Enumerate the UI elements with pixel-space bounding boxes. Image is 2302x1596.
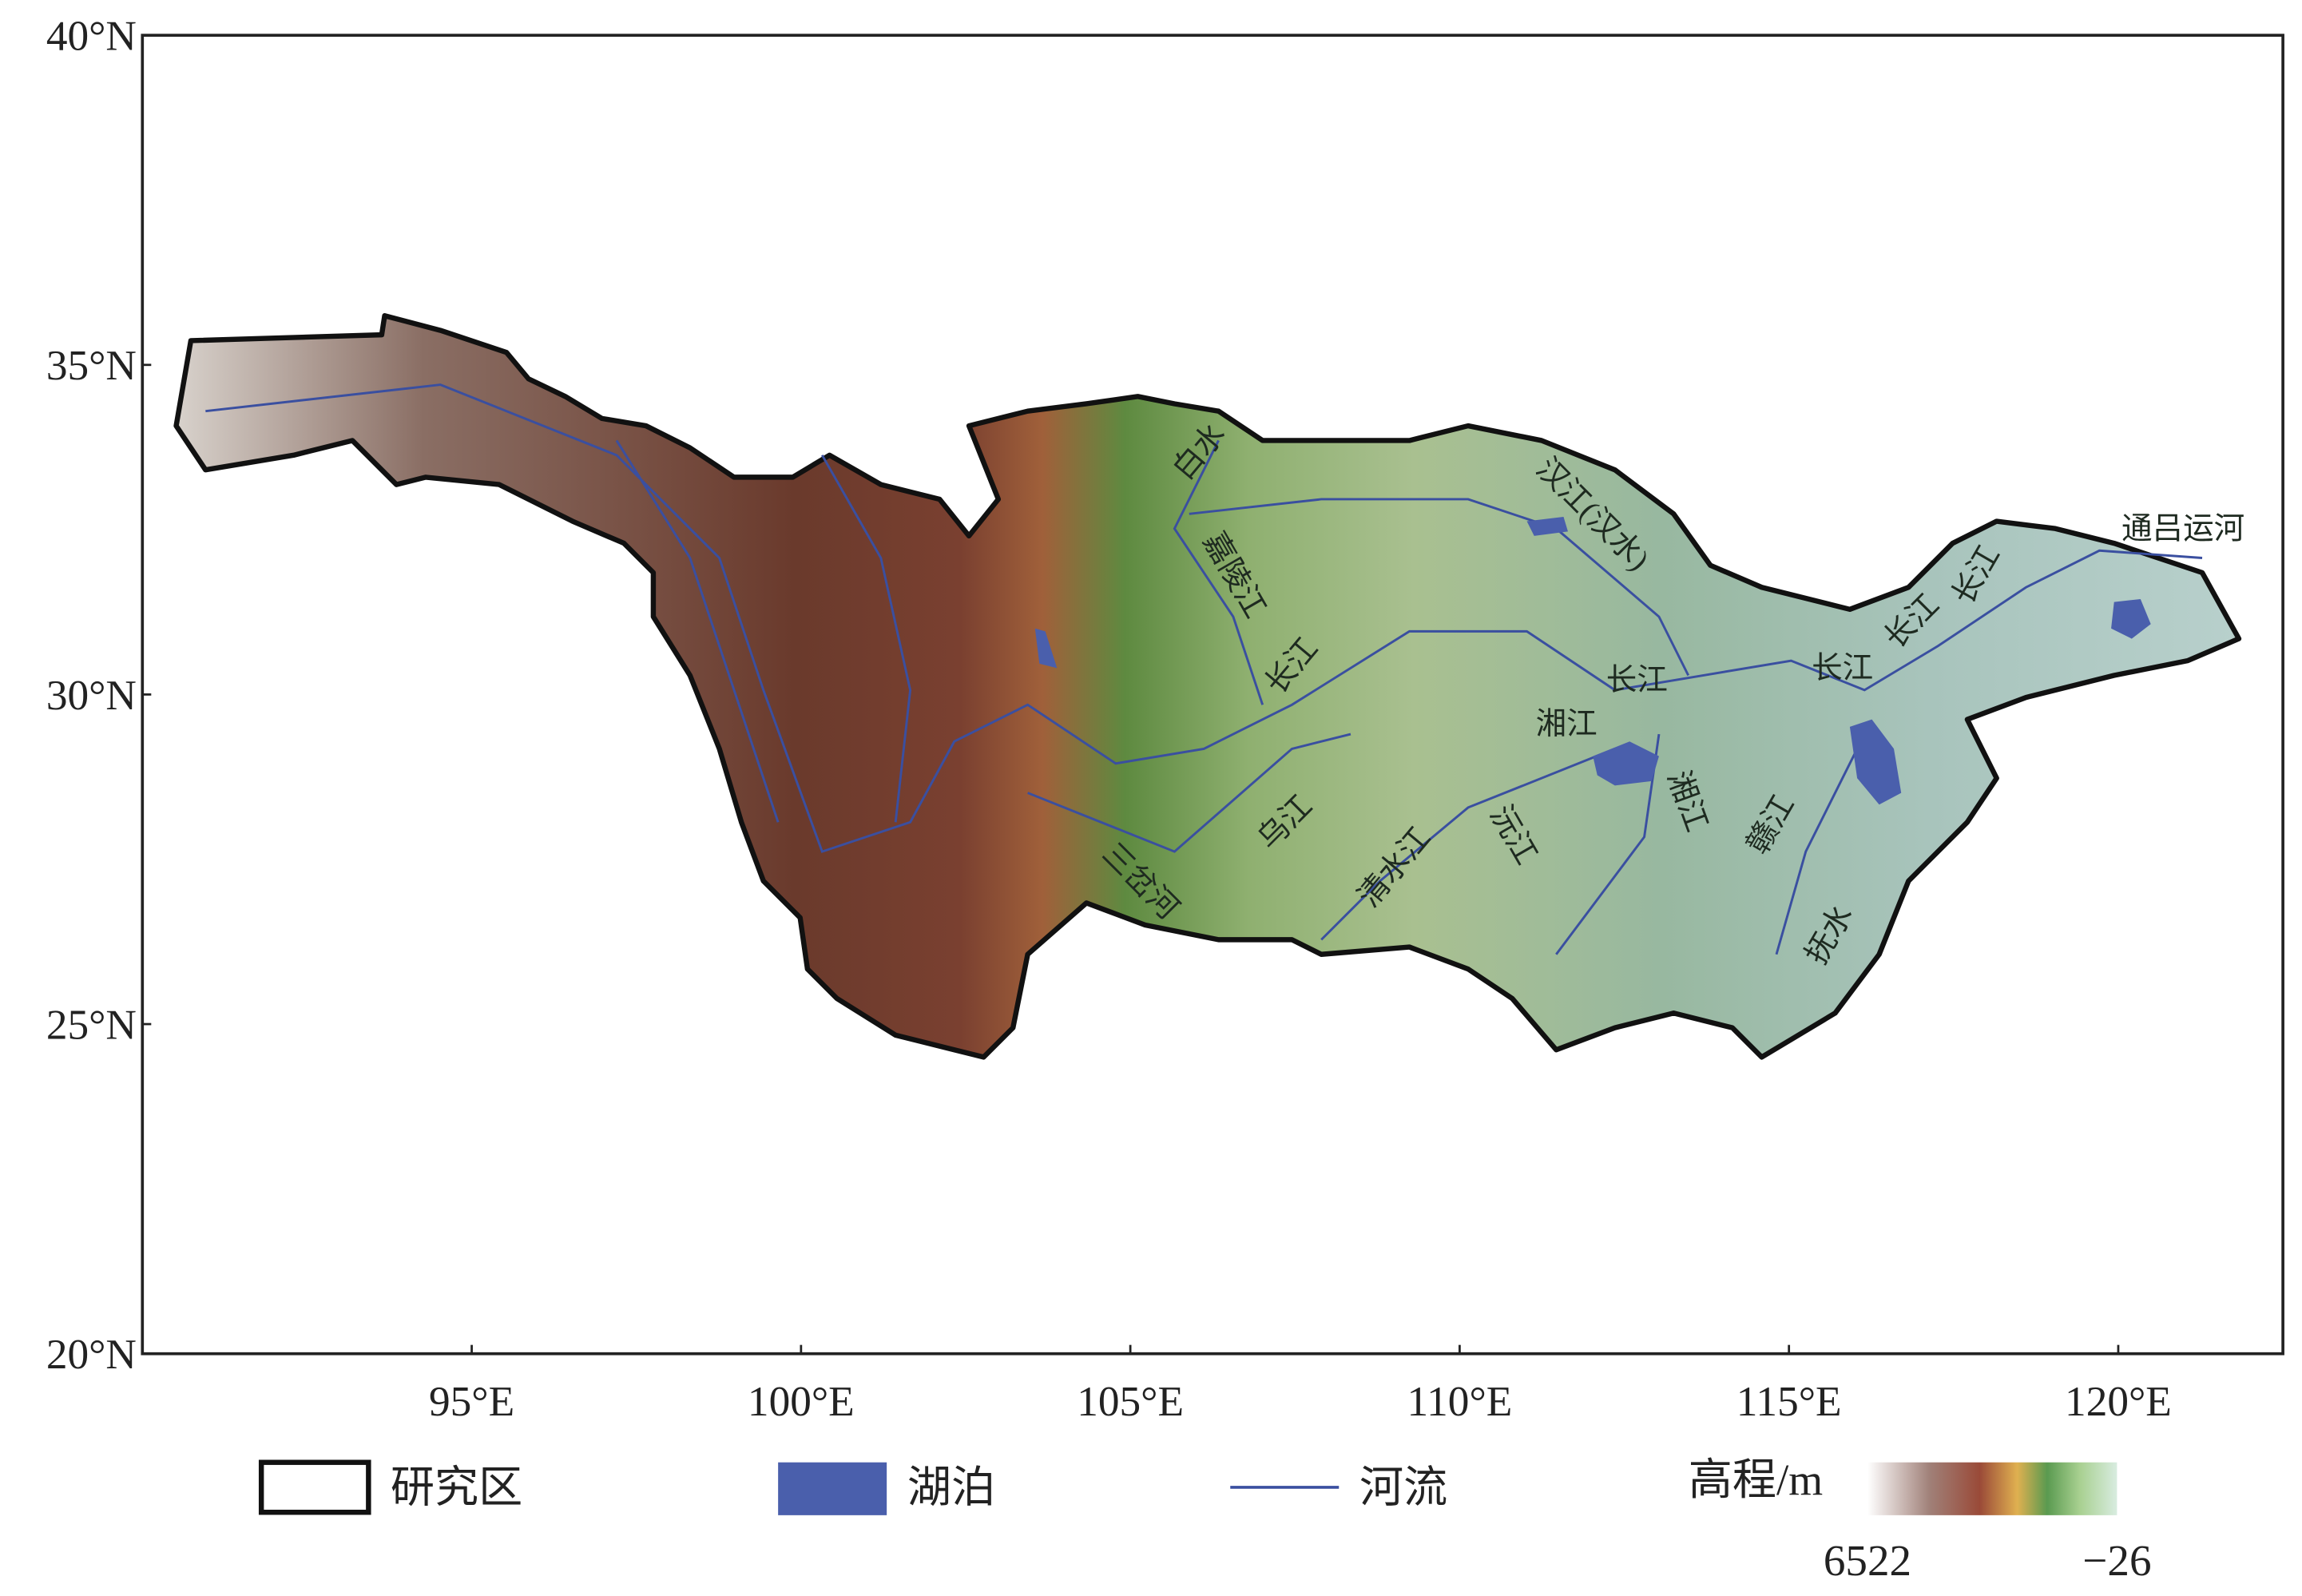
river (1189, 498, 1690, 677)
legend-label: 研究区 (391, 1463, 522, 1511)
river (1775, 733, 1866, 955)
colorbar-label: −26 (2082, 1536, 2151, 1585)
river-label: 通吕运河 (2121, 513, 2244, 546)
rivers (205, 383, 2203, 955)
legend-label: 河流 (1359, 1463, 1447, 1511)
x-tick-label: 120°E (2065, 1378, 2172, 1425)
legend-title: 高程/m (1689, 1455, 1824, 1504)
lake (1526, 517, 1568, 536)
y-tick-label: 40°N (46, 13, 137, 60)
y-tick-label: 35°N (46, 342, 137, 389)
river-label: 长江 (1812, 652, 1873, 685)
river (615, 439, 780, 823)
river-label: 长江 (1606, 664, 1668, 697)
river (1027, 732, 1351, 853)
y-tick-label: 20°N (46, 1331, 137, 1378)
river (205, 383, 2203, 853)
study-area (173, 312, 2242, 1060)
colorbar (1867, 1462, 2117, 1515)
lake (1849, 719, 1902, 805)
legend: 研究区 湖泊 河流 高程/m 6522 −26 (258, 1455, 2152, 1585)
lake (1593, 741, 1659, 786)
y-tick-label: 30°N (46, 672, 137, 719)
x-tick-label: 100°E (748, 1378, 855, 1425)
legend-lake-swatch (778, 1462, 887, 1515)
lake (2111, 598, 2151, 639)
x-tick-label: 110°E (1407, 1378, 1512, 1425)
river-label: 湘江 (1536, 708, 1598, 741)
x-tick-label: 115°E (1736, 1378, 1842, 1425)
colorbar-label: 6522 (1824, 1536, 1911, 1585)
legend-study-area-swatch (258, 1459, 371, 1515)
river (1173, 439, 1264, 705)
lakes (1034, 517, 2151, 805)
x-tick-label: 95°E (429, 1378, 514, 1425)
legend-label: 湖泊 (907, 1463, 995, 1511)
lake (1034, 628, 1058, 669)
river (1320, 748, 1616, 941)
river (821, 455, 912, 823)
x-tick-label: 105°E (1077, 1378, 1184, 1425)
y-tick-label: 25°N (46, 1001, 137, 1048)
